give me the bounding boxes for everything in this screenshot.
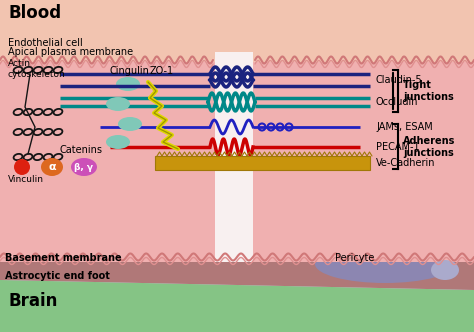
Text: Adherens
junctions: Adherens junctions — [403, 136, 456, 158]
Polygon shape — [0, 252, 474, 290]
Text: JAMs, ESAM: JAMs, ESAM — [376, 122, 433, 132]
Text: Claudin-5: Claudin-5 — [376, 75, 423, 85]
Text: PECAM-1: PECAM-1 — [376, 142, 419, 152]
Ellipse shape — [106, 97, 130, 111]
Ellipse shape — [71, 158, 97, 176]
Ellipse shape — [14, 159, 30, 175]
Text: Ve-Cadherin: Ve-Cadherin — [376, 158, 436, 168]
Ellipse shape — [315, 245, 455, 283]
Text: Basement membrane: Basement membrane — [5, 253, 122, 263]
Text: β, γ: β, γ — [74, 162, 93, 172]
Text: Tight
junctions: Tight junctions — [403, 80, 454, 102]
Ellipse shape — [41, 158, 63, 176]
Text: Brain: Brain — [8, 292, 57, 310]
Text: Vinculin: Vinculin — [8, 175, 44, 184]
FancyBboxPatch shape — [0, 0, 474, 62]
Ellipse shape — [118, 117, 142, 131]
Text: Endothelial cell: Endothelial cell — [8, 38, 83, 48]
Text: ZO-1: ZO-1 — [150, 66, 174, 76]
Text: Occludin: Occludin — [376, 97, 419, 107]
Ellipse shape — [431, 260, 459, 280]
Text: Apical plasma membrane: Apical plasma membrane — [8, 47, 133, 57]
Text: Cingulin: Cingulin — [110, 66, 150, 76]
Polygon shape — [0, 280, 474, 332]
Text: α: α — [48, 162, 56, 172]
FancyBboxPatch shape — [155, 156, 370, 170]
Text: Astrocytic end foot: Astrocytic end foot — [5, 271, 110, 281]
FancyBboxPatch shape — [0, 52, 474, 262]
Ellipse shape — [116, 77, 140, 91]
Text: Catenins: Catenins — [60, 145, 103, 155]
Ellipse shape — [106, 135, 130, 149]
FancyBboxPatch shape — [215, 52, 253, 262]
Text: Pericyte: Pericyte — [335, 253, 374, 263]
Text: Actin
cytoskeleton: Actin cytoskeleton — [8, 59, 66, 79]
Text: Blood: Blood — [8, 4, 61, 22]
